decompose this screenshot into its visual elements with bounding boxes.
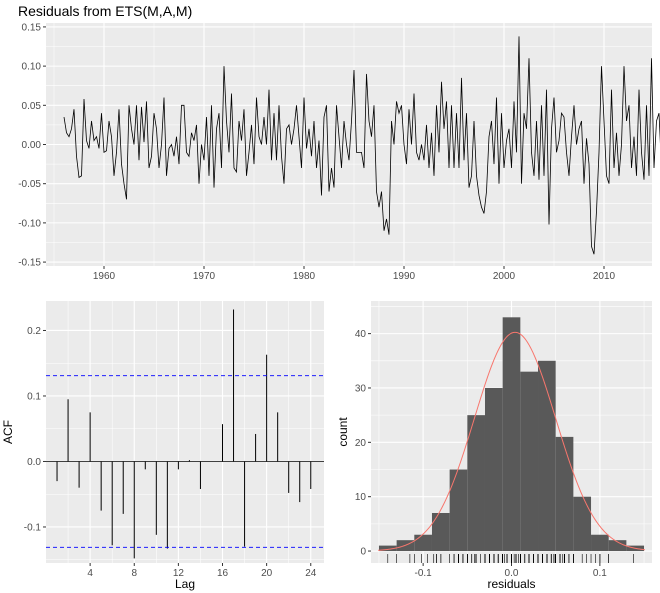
histogram-y-tick-label: 40 xyxy=(355,329,367,340)
histogram-bar xyxy=(467,415,485,552)
histogram-x-axis-label: residuals xyxy=(487,577,535,591)
histogram-bar xyxy=(431,512,450,552)
acf-panel-background xyxy=(46,301,324,563)
acf-y-tick-label: 0.2 xyxy=(27,326,41,337)
acf-x-tick-label: 8 xyxy=(131,568,137,579)
histogram-bar xyxy=(573,496,592,552)
residuals-x-tick-label: 1980 xyxy=(293,271,316,282)
histogram-y-axis-label: count xyxy=(336,417,350,447)
acf-y-axis-label: ACF xyxy=(1,420,15,444)
residuals-panel: 1960 1970 1980 1990 2000 2010 -0.15 -0.10 -0.05 0… xyxy=(18,22,660,282)
acf-panel: 4 8 12 16 20 24 -0.1 0.0 0.1 0.2 Lag ACF xyxy=(1,301,324,591)
acf-x-tick-label: 20 xyxy=(261,568,273,579)
acf-x-tick-label: 16 xyxy=(217,568,229,579)
acf-y-tick-label: -0.1 xyxy=(24,522,42,533)
histogram-panel: -0.1 0.0 0.1 0 10 20 30 40 residuals count xyxy=(336,301,652,591)
histogram-bar xyxy=(608,540,627,552)
acf-axis-ticks: 4 8 12 16 20 24 -0.1 0.0 0.1 0.2 xyxy=(24,326,317,579)
chart-title: Residuals from ETS(M,A,M) xyxy=(18,3,192,19)
histogram-y-tick-label: 10 xyxy=(355,492,367,503)
acf-x-tick-label: 12 xyxy=(173,568,185,579)
acf-x-axis-label: Lag xyxy=(175,577,195,591)
histogram-bar xyxy=(378,545,397,552)
residuals-x-tick-label: 1970 xyxy=(193,271,216,282)
residuals-y-tick-label: 0.15 xyxy=(22,22,42,33)
histogram-y-tick-label: 20 xyxy=(355,438,367,449)
histogram-bar xyxy=(449,469,468,552)
residuals-x-tick-label: 1960 xyxy=(93,271,116,282)
residuals-y-tick-label: 0.10 xyxy=(22,62,42,73)
histogram-bar xyxy=(520,371,539,552)
residuals-gridlines xyxy=(46,23,652,266)
histogram-bar xyxy=(502,317,521,552)
histogram-bar xyxy=(538,360,556,552)
residuals-x-tick-label: 1990 xyxy=(393,271,416,282)
residuals-y-tick-label: -0.05 xyxy=(18,179,41,190)
residuals-y-tick-label: -0.10 xyxy=(18,218,41,229)
acf-x-tick-label: 24 xyxy=(305,568,317,579)
histogram-bars xyxy=(378,317,645,563)
histogram-bar xyxy=(591,534,609,552)
residuals-y-tick-label: 0.00 xyxy=(22,140,42,151)
residuals-y-tick-label: -0.15 xyxy=(18,258,41,269)
histogram-bar xyxy=(555,436,574,552)
histogram-axis-ticks: -0.1 0.0 0.1 0 10 20 30 40 xyxy=(355,329,607,579)
acf-y-tick-label: 0.0 xyxy=(27,457,41,468)
residuals-line xyxy=(63,36,660,255)
histogram-bar xyxy=(484,387,503,552)
acf-x-tick-label: 4 xyxy=(87,568,93,579)
histogram-bar xyxy=(414,534,432,552)
residuals-x-tick-label: 2000 xyxy=(493,271,516,282)
acf-bars xyxy=(46,309,324,559)
histogram-x-tick-label: 0.1 xyxy=(593,568,607,579)
histogram-x-tick-label: -0.1 xyxy=(415,568,433,579)
histogram-x-tick-label: 0.0 xyxy=(505,568,519,579)
normal-density-curve xyxy=(378,331,645,551)
residuals-axis-ticks: 1960 1970 1980 1990 2000 2010 -0.15 -0.10 -0.05 0… xyxy=(18,22,615,282)
histogram-y-tick-label: 30 xyxy=(355,383,367,394)
histogram-y-tick-label: 0 xyxy=(360,547,366,558)
acf-y-tick-label: 0.1 xyxy=(27,391,41,402)
residuals-x-tick-label: 2010 xyxy=(593,271,616,282)
residuals-y-tick-label: 0.05 xyxy=(22,101,42,112)
residuals-series xyxy=(63,36,660,255)
